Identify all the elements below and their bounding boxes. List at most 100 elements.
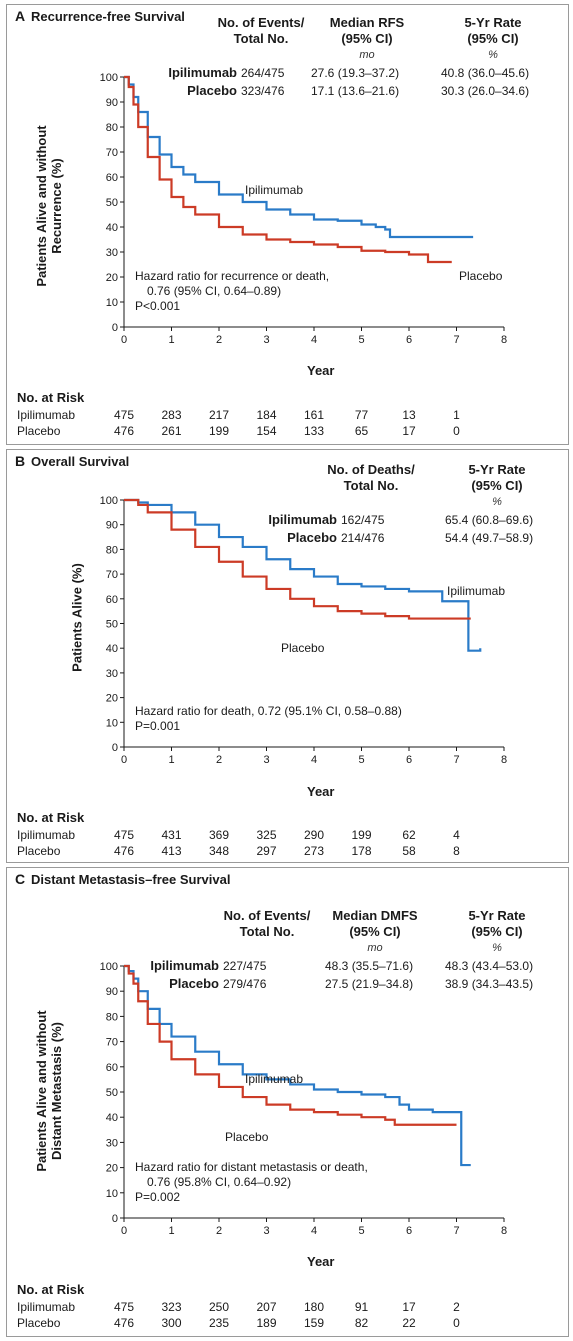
risk-count: 82 bbox=[347, 1316, 377, 1330]
hazard-note-line1: Hazard ratio for death, 0.72 (95.1% CI, … bbox=[135, 704, 402, 719]
y-tick-label: 50 bbox=[106, 1087, 118, 1099]
risk-count: 199 bbox=[204, 424, 234, 438]
x-tick-label: 7 bbox=[453, 1225, 459, 1237]
x-tick-label: 0 bbox=[121, 754, 127, 766]
risk-row-label-placebo: Placebo bbox=[17, 844, 60, 858]
hazard-note-line2: 0.76 (95.8% CI, 0.64–0.92) bbox=[135, 1175, 368, 1190]
risk-count: 58 bbox=[394, 844, 424, 858]
risk-count: 325 bbox=[252, 828, 282, 842]
y-tick-label: 10 bbox=[106, 717, 118, 729]
risk-row-label-ipilimumab: Ipilimumab bbox=[17, 408, 75, 422]
x-tick-label: 2 bbox=[216, 1225, 222, 1237]
risk-count: 323 bbox=[157, 1300, 187, 1314]
x-tick-label: 7 bbox=[453, 754, 459, 766]
risk-row-label-placebo: Placebo bbox=[17, 1316, 60, 1330]
x-tick-label: 6 bbox=[406, 754, 412, 766]
x-tick-label: 4 bbox=[311, 754, 317, 766]
risk-table-title: No. at Risk bbox=[17, 1282, 84, 1297]
risk-count: 178 bbox=[347, 844, 377, 858]
y-tick-label: 40 bbox=[106, 1112, 118, 1124]
risk-count: 261 bbox=[157, 424, 187, 438]
y-tick-label: 20 bbox=[106, 272, 118, 284]
hazard-note: Hazard ratio for recurrence or death, 0.… bbox=[135, 269, 329, 314]
y-tick-label: 20 bbox=[106, 693, 118, 705]
risk-count: 159 bbox=[299, 1316, 329, 1330]
y-tick-label: 70 bbox=[106, 1037, 118, 1049]
x-tick-label: 0 bbox=[121, 334, 127, 346]
x-tick-label: 3 bbox=[263, 334, 269, 346]
x-tick-label: 4 bbox=[311, 1225, 317, 1237]
risk-count: 189 bbox=[252, 1316, 282, 1330]
risk-count: 431 bbox=[157, 828, 187, 842]
risk-count: 0 bbox=[442, 1316, 472, 1330]
hazard-note: Hazard ratio for death, 0.72 (95.1% CI, … bbox=[135, 704, 402, 734]
risk-count: 0 bbox=[442, 424, 472, 438]
risk-count: 13 bbox=[394, 408, 424, 422]
hazard-note-line1: Hazard ratio for recurrence or death, bbox=[135, 269, 329, 284]
y-tick-label: 20 bbox=[106, 1163, 118, 1175]
series-line-placebo bbox=[124, 500, 471, 619]
risk-count: 235 bbox=[204, 1316, 234, 1330]
risk-count: 217 bbox=[204, 408, 234, 422]
risk-count: 476 bbox=[109, 1316, 139, 1330]
risk-count: 1 bbox=[442, 408, 472, 422]
y-tick-label: 90 bbox=[106, 520, 118, 532]
risk-count: 475 bbox=[109, 408, 139, 422]
x-tick-label: 0 bbox=[121, 1225, 127, 1237]
x-tick-label: 7 bbox=[453, 334, 459, 346]
risk-count: 475 bbox=[109, 828, 139, 842]
risk-count: 62 bbox=[394, 828, 424, 842]
risk-count: 273 bbox=[299, 844, 329, 858]
risk-table-title: No. at Risk bbox=[17, 810, 84, 825]
curve-label-placebo: Placebo bbox=[459, 269, 502, 283]
risk-count: 297 bbox=[252, 844, 282, 858]
x-tick-label: 8 bbox=[501, 1225, 507, 1237]
risk-count: 17 bbox=[394, 424, 424, 438]
series-line-ipilimumab bbox=[124, 77, 473, 237]
curve-label-ipilimumab: Ipilimumab bbox=[245, 183, 303, 197]
y-tick-label: 100 bbox=[100, 961, 118, 973]
risk-row-label-placebo: Placebo bbox=[17, 424, 60, 438]
risk-count: 4 bbox=[442, 828, 472, 842]
risk-count: 476 bbox=[109, 424, 139, 438]
y-tick-label: 60 bbox=[106, 1062, 118, 1074]
y-tick-label: 90 bbox=[106, 97, 118, 109]
risk-count: 17 bbox=[394, 1300, 424, 1314]
risk-count: 180 bbox=[299, 1300, 329, 1314]
y-tick-label: 30 bbox=[106, 1137, 118, 1149]
risk-count: 22 bbox=[394, 1316, 424, 1330]
curve-label-ipilimumab: Ipilimumab bbox=[447, 584, 505, 598]
y-tick-label: 100 bbox=[100, 495, 118, 507]
y-tick-label: 50 bbox=[106, 619, 118, 631]
hazard-note-line1: Hazard ratio for distant metastasis or d… bbox=[135, 1160, 368, 1175]
x-tick-label: 1 bbox=[168, 1225, 174, 1237]
x-tick-label: 5 bbox=[358, 754, 364, 766]
y-tick-label: 10 bbox=[106, 1188, 118, 1200]
y-tick-label: 0 bbox=[112, 322, 118, 334]
risk-count: 133 bbox=[299, 424, 329, 438]
risk-count: 184 bbox=[252, 408, 282, 422]
y-tick-label: 100 bbox=[100, 72, 118, 84]
risk-table-title: No. at Risk bbox=[17, 390, 84, 405]
y-tick-label: 70 bbox=[106, 569, 118, 581]
risk-count: 2 bbox=[442, 1300, 472, 1314]
y-tick-label: 30 bbox=[106, 247, 118, 259]
risk-count: 348 bbox=[204, 844, 234, 858]
risk-count: 300 bbox=[157, 1316, 187, 1330]
x-tick-label: 2 bbox=[216, 334, 222, 346]
x-tick-label: 4 bbox=[311, 334, 317, 346]
hazard-note-line3: P=0.002 bbox=[135, 1190, 368, 1205]
y-tick-label: 50 bbox=[106, 197, 118, 209]
risk-count: 413 bbox=[157, 844, 187, 858]
risk-count: 475 bbox=[109, 1300, 139, 1314]
y-tick-label: 90 bbox=[106, 986, 118, 998]
hazard-note: Hazard ratio for distant metastasis or d… bbox=[135, 1160, 368, 1205]
curve-label-placebo: Placebo bbox=[225, 1130, 268, 1144]
risk-count: 250 bbox=[204, 1300, 234, 1314]
y-tick-label: 60 bbox=[106, 594, 118, 606]
y-tick-label: 0 bbox=[112, 1213, 118, 1225]
risk-count: 161 bbox=[299, 408, 329, 422]
risk-count: 290 bbox=[299, 828, 329, 842]
hazard-note-line2: 0.76 (95% CI, 0.64–0.89) bbox=[135, 284, 329, 299]
